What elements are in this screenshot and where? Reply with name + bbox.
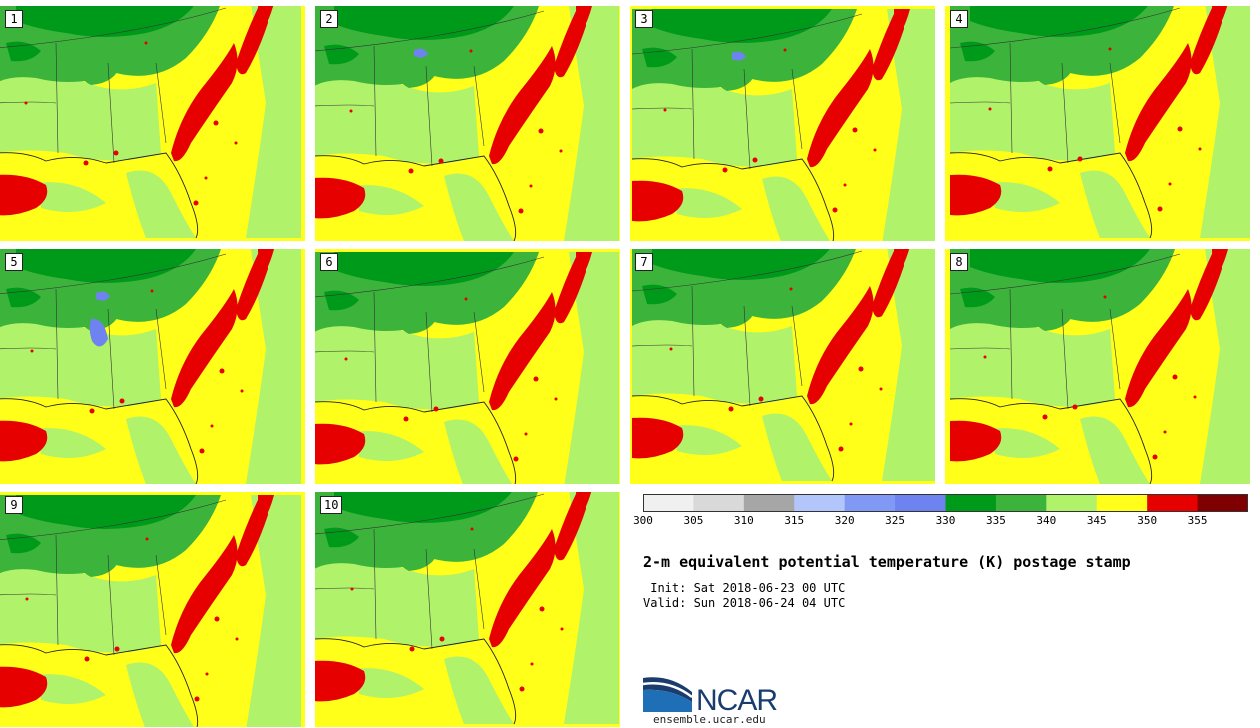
member-number-label: 2 (320, 10, 338, 28)
colorbar-ticks: 300 305 310 315 320 325 330 335 340 345 350 355 (633, 514, 1260, 528)
colorbar-tick-label: 355 (1187, 514, 1208, 527)
member-map (631, 9, 935, 241)
colorbar-segment (895, 494, 946, 512)
member-map (949, 6, 1250, 239)
member-number-label: 7 (635, 253, 653, 271)
valid-time: Valid: Sun 2018-06-24 04 UTC (643, 596, 846, 610)
logo-text: NCAR (696, 684, 777, 717)
colorbar-segment (1197, 494, 1248, 512)
colorbar-tick-label: 305 (683, 514, 704, 527)
colorbar-segment (1046, 494, 1098, 512)
member-number-label: 6 (320, 253, 338, 271)
colorbar-segment (995, 494, 1047, 512)
colorbar-tick-label: 340 (1036, 514, 1057, 527)
colorbar-segment (1147, 494, 1199, 512)
member-number-label: 10 (320, 496, 343, 514)
member-panel: 10 (315, 492, 620, 727)
member-panel: 2 (315, 6, 620, 241)
member-map (315, 492, 619, 725)
colorbar-tick-label: 335 (985, 514, 1006, 527)
member-map (0, 249, 301, 484)
member-panel: 1 (0, 6, 305, 241)
colorbar-tick-label: 310 (733, 514, 754, 527)
member-number-label: 5 (5, 253, 23, 271)
colorbar-tick-label: 330 (935, 514, 956, 527)
member-number-label: 3 (635, 10, 653, 28)
chart-title: 2-m equivalent potential temperature (K)… (643, 553, 1131, 571)
ncar-logo: NCAR (642, 677, 778, 717)
colorbar-segment (945, 494, 997, 512)
site-url[interactable]: ensemble.ucar.edu (653, 713, 766, 726)
member-panel: 5 (0, 249, 305, 484)
member-panel: 3 (630, 6, 935, 241)
colorbar-tick-label: 350 (1137, 514, 1158, 527)
member-map (0, 6, 301, 239)
member-panel: 8 (945, 249, 1250, 484)
colorbar-segment (693, 494, 745, 512)
colorbar-tick-label: 315 (784, 514, 805, 527)
member-panel: 9 (0, 492, 305, 727)
init-time: Init: Sat 2018-06-23 00 UTC (643, 581, 846, 595)
colorbar-segment (1096, 494, 1148, 512)
member-panel: 6 (315, 249, 620, 484)
member-map (315, 252, 619, 484)
member-panel: 4 (945, 6, 1250, 241)
colorbar-segment (794, 494, 846, 512)
member-number-label: 1 (5, 10, 23, 28)
colorbar-tick-label: 320 (834, 514, 855, 527)
colorbar-tick-label: 300 (633, 514, 653, 527)
member-map (315, 6, 619, 241)
member-panel: 7 (630, 249, 935, 484)
colorbar (643, 494, 1248, 512)
colorbar-segment (844, 494, 896, 512)
member-map (631, 249, 935, 482)
member-number-label: 8 (950, 253, 968, 271)
member-map (949, 249, 1250, 484)
colorbar-tick-label: 325 (885, 514, 906, 527)
member-map (0, 495, 301, 727)
colorbar-tick-label: 345 (1086, 514, 1107, 527)
colorbar-segment (643, 494, 694, 512)
member-number-label: 9 (5, 496, 23, 514)
colorbar-segment (743, 494, 795, 512)
member-number-label: 4 (950, 10, 968, 28)
